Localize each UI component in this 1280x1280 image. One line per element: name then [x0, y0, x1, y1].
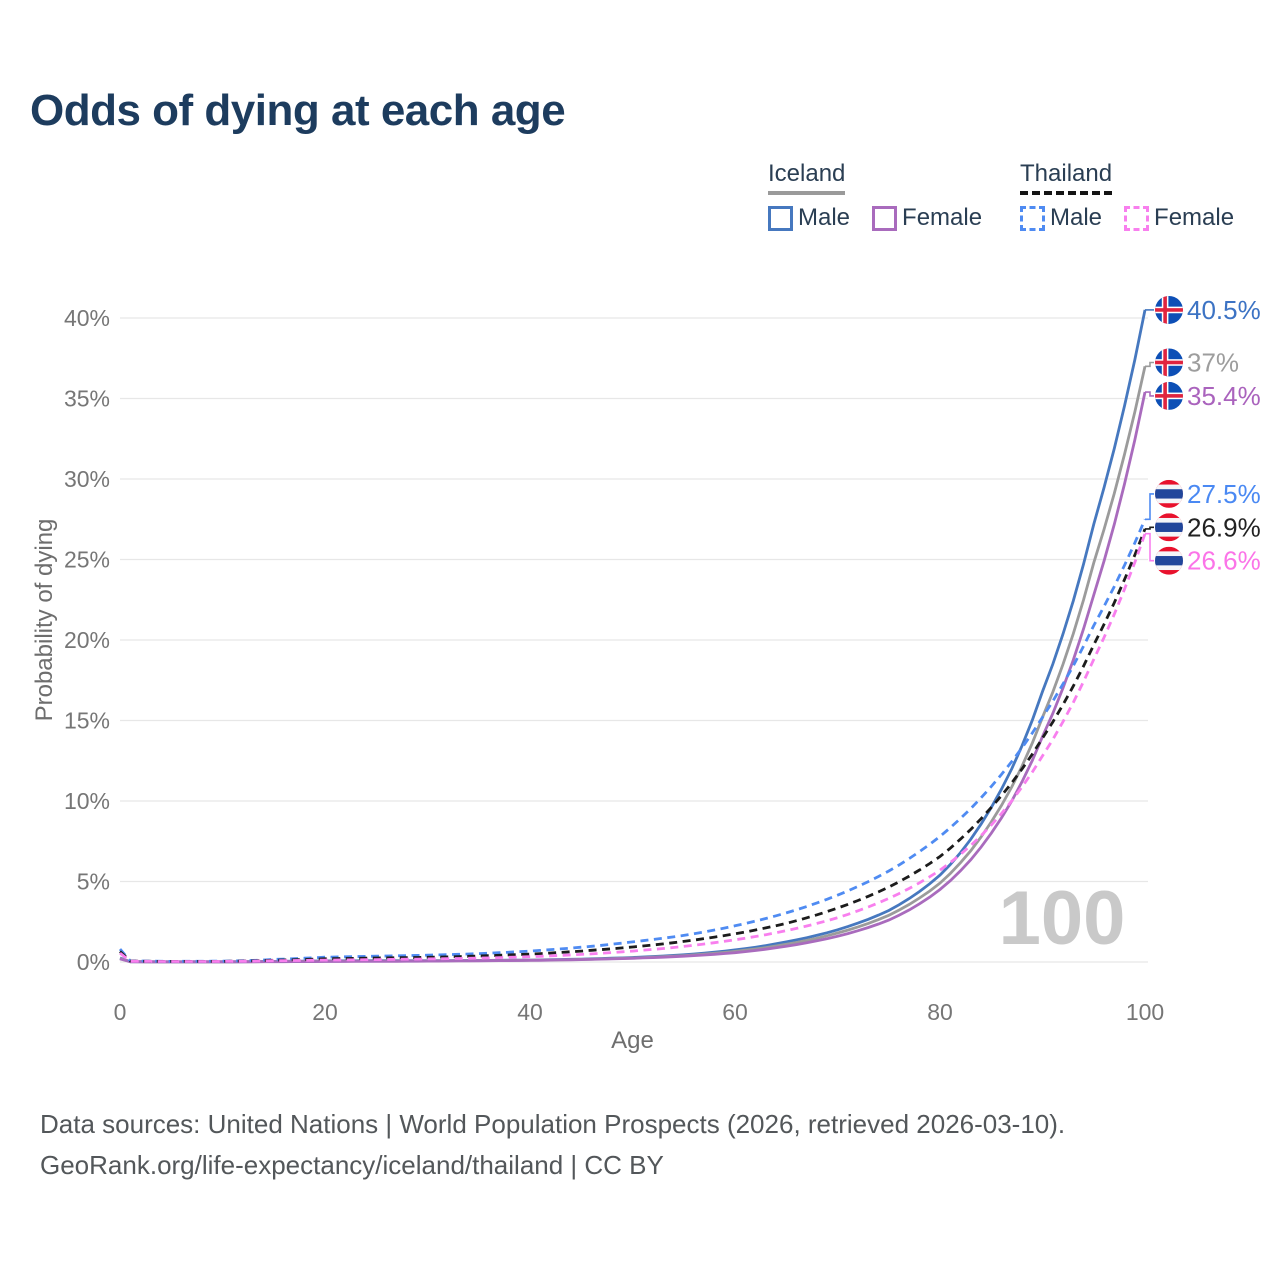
end-value-label-thailand-male: 27.5% [1187, 479, 1261, 509]
legend-item-iceland-male[interactable]: Male [768, 204, 850, 232]
x-tick-label: 0 [114, 999, 127, 1025]
series-line-iceland-male [119, 309, 1147, 964]
footer-attribution: GeoRank.org/life-expectancy/iceland/thai… [40, 1150, 664, 1180]
end-value-label-iceland-female: 35.4% [1187, 381, 1261, 411]
y-tick-label: 5% [77, 869, 110, 895]
end-value-label-thailand-both: 26.9% [1187, 512, 1261, 542]
legend-group-thailand: Thailand Male Female [1020, 160, 1234, 232]
legend-label-iceland-male: Male [798, 204, 851, 231]
label-leader-line [1145, 532, 1154, 562]
end-value-label-thailand-female: 26.6% [1187, 546, 1261, 576]
legend-swatch-thailand-male [1020, 205, 1045, 231]
legend-label-thailand-female: Female [1154, 204, 1235, 231]
series-line-thailand-female [119, 533, 1147, 963]
thailand-flag-icon [1155, 513, 1183, 542]
series-line-iceland-both [119, 365, 1147, 964]
x-tick-label: 100 [1126, 999, 1164, 1025]
y-tick-label: 10% [64, 788, 110, 814]
label-leader-line [1145, 493, 1154, 521]
x-tick-label: 60 [722, 999, 748, 1025]
y-axis-title: Probability of dying [31, 519, 58, 722]
legend-group-title-thailand: Thailand [1020, 160, 1113, 195]
chart-footer: Data sources: United Nations | World Pop… [40, 1104, 1065, 1186]
legend-label-thailand-male: Male [1050, 204, 1103, 231]
legend: Iceland Male Female Thailand Male [0, 160, 1280, 240]
thailand-flag-icon [1155, 546, 1183, 575]
series-line-thailand-both [119, 528, 1147, 963]
y-tick-label: 30% [64, 466, 110, 492]
chart-title: Odds of dying at each age [30, 86, 566, 135]
iceland-flag-icon [1155, 381, 1183, 410]
legend-swatch-iceland-male [768, 205, 793, 231]
x-axis-title: Age [611, 1027, 654, 1054]
series-line-thailand-male [118, 518, 1147, 963]
iceland-flag-icon [1155, 295, 1183, 324]
legend-group-iceland: Iceland Male Female [768, 160, 982, 232]
y-tick-label: 35% [64, 386, 110, 412]
legend-swatch-thailand-female [1124, 205, 1150, 231]
legend-item-thailand-female[interactable]: Female [1124, 204, 1234, 232]
footer-data-sources: Data sources: United Nations | World Pop… [40, 1109, 1066, 1139]
end-value-label-iceland-both: 37% [1187, 347, 1239, 377]
y-tick-label: 20% [64, 627, 110, 653]
x-tick-label: 20 [312, 999, 338, 1025]
end-value-label-iceland-male: 40.5% [1187, 295, 1261, 325]
label-leader-line [1145, 391, 1154, 397]
legend-group-title-iceland: Iceland [768, 160, 846, 195]
label-leader-line [1145, 526, 1154, 530]
legend-label-iceland-female: Female [902, 204, 983, 231]
y-tick-label: 15% [64, 708, 110, 734]
y-tick-label: 40% [64, 305, 110, 331]
y-tick-label: 0% [77, 949, 110, 975]
legend-swatch-iceland-female [872, 205, 898, 231]
iceland-flag-icon [1155, 348, 1183, 377]
thailand-flag-icon [1155, 479, 1183, 508]
legend-item-thailand-male[interactable]: Male [1020, 204, 1102, 232]
x-tick-label: 40 [517, 999, 543, 1025]
label-leader-line [1145, 361, 1154, 368]
legend-item-iceland-female[interactable]: Female [872, 204, 982, 232]
age-watermark: 100 [999, 876, 1126, 961]
y-tick-label: 25% [64, 547, 110, 573]
x-tick-label: 80 [927, 999, 953, 1025]
series-line-iceland-female [119, 391, 1147, 964]
